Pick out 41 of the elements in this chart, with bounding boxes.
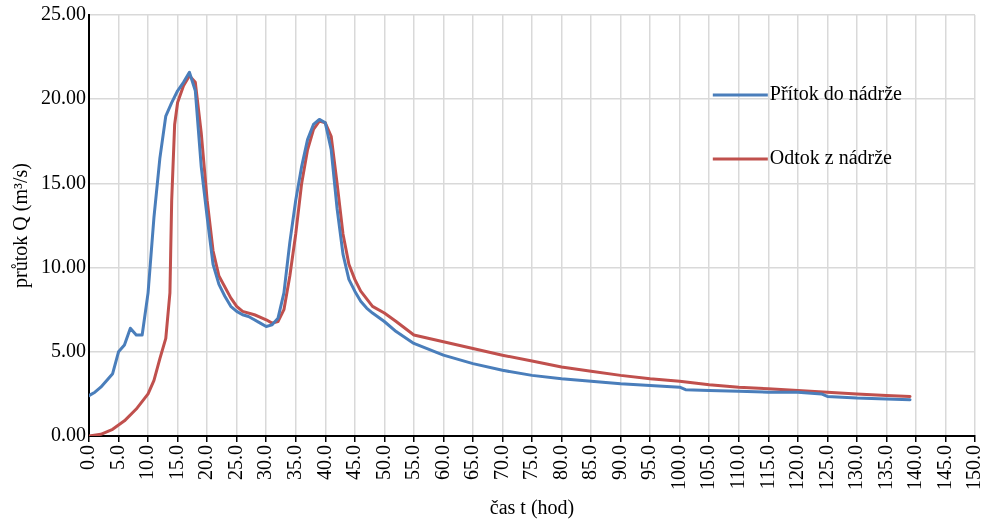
x-tick-label: 145.0 [932, 445, 955, 490]
x-tick-label: 110.0 [725, 445, 748, 490]
x-tick-label: 130.0 [844, 445, 867, 490]
x-tick-label: 85.0 [578, 445, 601, 480]
x-tick-label: 35.0 [282, 445, 305, 480]
legend-label: Přítok do nádrže [769, 82, 903, 105]
x-tick-label: 30.0 [253, 445, 276, 480]
x-tick-label: 55.0 [401, 445, 424, 480]
x-tick-label: 80.0 [548, 445, 571, 480]
x-tick-label: 125.0 [814, 445, 837, 490]
x-tick-label: 100.0 [666, 445, 689, 490]
y-tick-label: 5.00 [51, 339, 86, 362]
x-tick-label: 20.0 [194, 445, 217, 480]
x-tick-label: 25.0 [223, 445, 246, 480]
legend-label: Odtok z nádrže [769, 146, 893, 169]
y-axis-title: průtok Q (m³/s) [9, 163, 33, 288]
x-tick-label: 70.0 [489, 445, 512, 480]
x-tick-label: 95.0 [637, 445, 660, 480]
x-tick-label: 40.0 [312, 445, 335, 480]
x-tick-label: 150.0 [962, 445, 985, 490]
x-tick-label: 5.0 [105, 445, 128, 470]
x-tick-label: 140.0 [903, 445, 926, 490]
x-tick-label: 135.0 [873, 445, 896, 490]
x-tick-label: 90.0 [607, 445, 630, 480]
y-tick-label: 0.00 [51, 423, 86, 446]
x-tick-label: 15.0 [164, 445, 187, 480]
x-tick-label: 10.0 [135, 445, 158, 480]
x-tick-label: 120.0 [785, 445, 808, 490]
x-tick-label: 0.0 [76, 445, 99, 470]
x-tick-label: 115.0 [755, 445, 778, 490]
y-tick-label: 25.00 [41, 2, 86, 25]
x-axis-title: čas t (hod) [489, 496, 575, 520]
y-tick-label: 15.00 [41, 170, 86, 193]
x-tick-label: 75.0 [519, 445, 542, 480]
x-tick-label: 45.0 [342, 445, 365, 480]
x-tick-label: 105.0 [696, 445, 719, 490]
y-tick-label: 20.00 [41, 86, 86, 109]
x-tick-label: 60.0 [430, 445, 453, 480]
x-tick-label: 50.0 [371, 445, 394, 480]
x-tick-label: 65.0 [460, 445, 483, 480]
y-tick-label: 10.00 [41, 254, 86, 277]
